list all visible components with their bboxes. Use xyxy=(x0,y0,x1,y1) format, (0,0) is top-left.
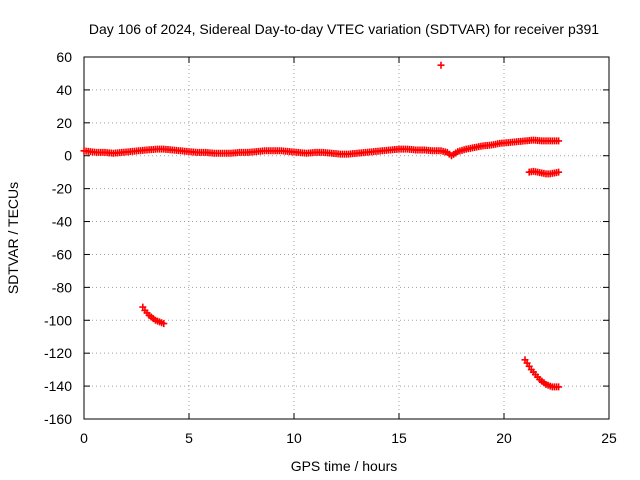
data-point xyxy=(437,61,445,69)
y-tick-label: 20 xyxy=(56,115,72,131)
y-tick-label: -60 xyxy=(52,246,72,262)
x-tick-label: 10 xyxy=(286,430,302,446)
x-tick-label: 0 xyxy=(80,430,88,446)
data-point xyxy=(555,137,563,145)
y-tick-label: 40 xyxy=(56,82,72,98)
x-tick-label: 15 xyxy=(391,430,407,446)
y-tick-label: -100 xyxy=(44,312,72,328)
y-tick-label: -120 xyxy=(44,345,72,361)
data-point xyxy=(555,168,563,176)
data-point xyxy=(555,383,563,391)
y-tick-label: 0 xyxy=(64,148,72,164)
x-axis-label: GPS time / hours xyxy=(291,458,398,474)
y-tick-label: -160 xyxy=(44,411,72,427)
y-tick-label: -140 xyxy=(44,378,72,394)
y-tick-label: -40 xyxy=(52,214,72,230)
data-points xyxy=(80,61,563,391)
x-tick-label: 5 xyxy=(185,430,193,446)
y-tick-label: -20 xyxy=(52,181,72,197)
axis-ticks: 0 5 10 15 20 25 -160 -140 -120 -100 -80 -60 -40 -20 0 2… xyxy=(44,49,617,446)
y-tick-label: 60 xyxy=(56,49,72,65)
x-tick-label: 25 xyxy=(601,430,617,446)
y-tick-label: -80 xyxy=(52,279,72,295)
x-tick-label: 20 xyxy=(496,430,512,446)
grid-lines xyxy=(84,57,609,419)
y-axis-label: SDTVAR / TECUs xyxy=(5,182,21,294)
data-point xyxy=(160,320,168,328)
chart-title: Day 106 of 2024, Sidereal Day-to-day VTE… xyxy=(89,21,599,37)
plot-frame xyxy=(83,56,610,420)
